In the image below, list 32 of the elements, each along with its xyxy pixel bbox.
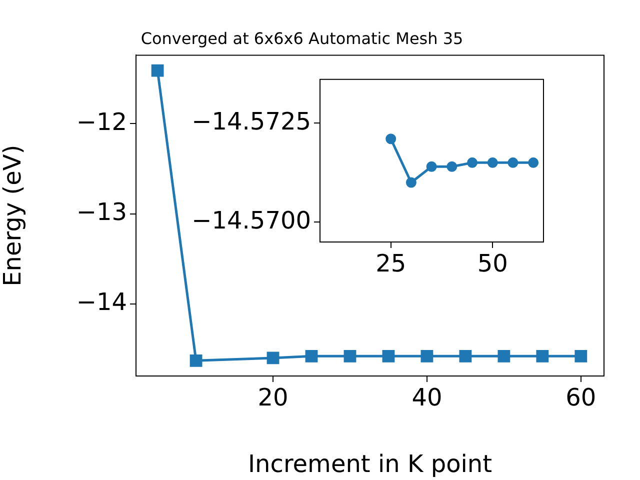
x-tick-label: 20 (258, 384, 288, 412)
x-tick-label: 50 (477, 250, 508, 278)
point (574, 350, 588, 362)
point (386, 134, 396, 144)
point (498, 350, 510, 362)
x-axis-title: Increment in K point (248, 450, 492, 478)
point (266, 352, 280, 364)
x-tick-label: 25 (376, 250, 406, 278)
point (446, 161, 458, 172)
y-tick-label: −12 (76, 108, 127, 136)
point (467, 157, 478, 168)
point (487, 157, 498, 168)
point (151, 64, 164, 77)
point (508, 157, 518, 168)
y-tick-label: −14.5725 (192, 107, 311, 136)
point (190, 354, 202, 367)
x-tick-label: 60 (566, 384, 596, 412)
y-tick-label: −13 (76, 198, 127, 226)
y-axis-title: Energy (eV) (0, 144, 27, 286)
point (420, 350, 434, 362)
point (382, 350, 395, 362)
point (344, 350, 356, 362)
point (459, 350, 472, 362)
point (528, 157, 539, 168)
point (305, 350, 318, 362)
y-tick-label: −14.5700 (192, 206, 311, 234)
point (426, 161, 437, 172)
y-tick-label: −14 (76, 288, 127, 316)
point (406, 177, 416, 188)
point (536, 350, 549, 362)
x-tick-label: 40 (412, 384, 442, 412)
chart-title: Converged at 6x6x6 Automatic Mesh 35 (140, 28, 464, 48)
